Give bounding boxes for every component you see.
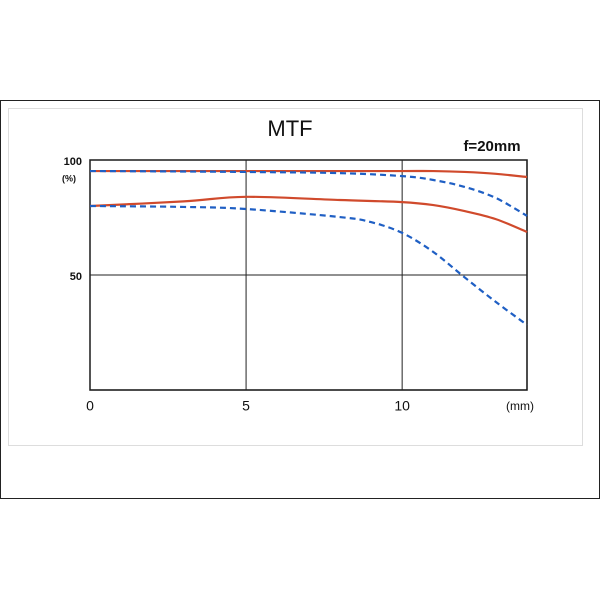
chart-title: MTF	[267, 116, 312, 141]
x-tick-label: 5	[242, 398, 250, 414]
y-tick-label: 100	[64, 156, 82, 168]
outer-frame	[0, 100, 600, 499]
x-tick-label: 0	[86, 398, 94, 414]
mtf-curve	[89, 195, 528, 234]
y-tick-label: 50	[70, 271, 82, 283]
mtf-curve	[89, 204, 528, 326]
x-tick-label: 10	[394, 398, 410, 414]
y-axis-label: (%)	[62, 173, 76, 183]
chart-subtitle: f=20mm	[463, 138, 520, 155]
inner-frame	[8, 108, 583, 446]
x-axis-label: (mm)	[506, 399, 534, 413]
mtf-curve	[89, 169, 528, 217]
